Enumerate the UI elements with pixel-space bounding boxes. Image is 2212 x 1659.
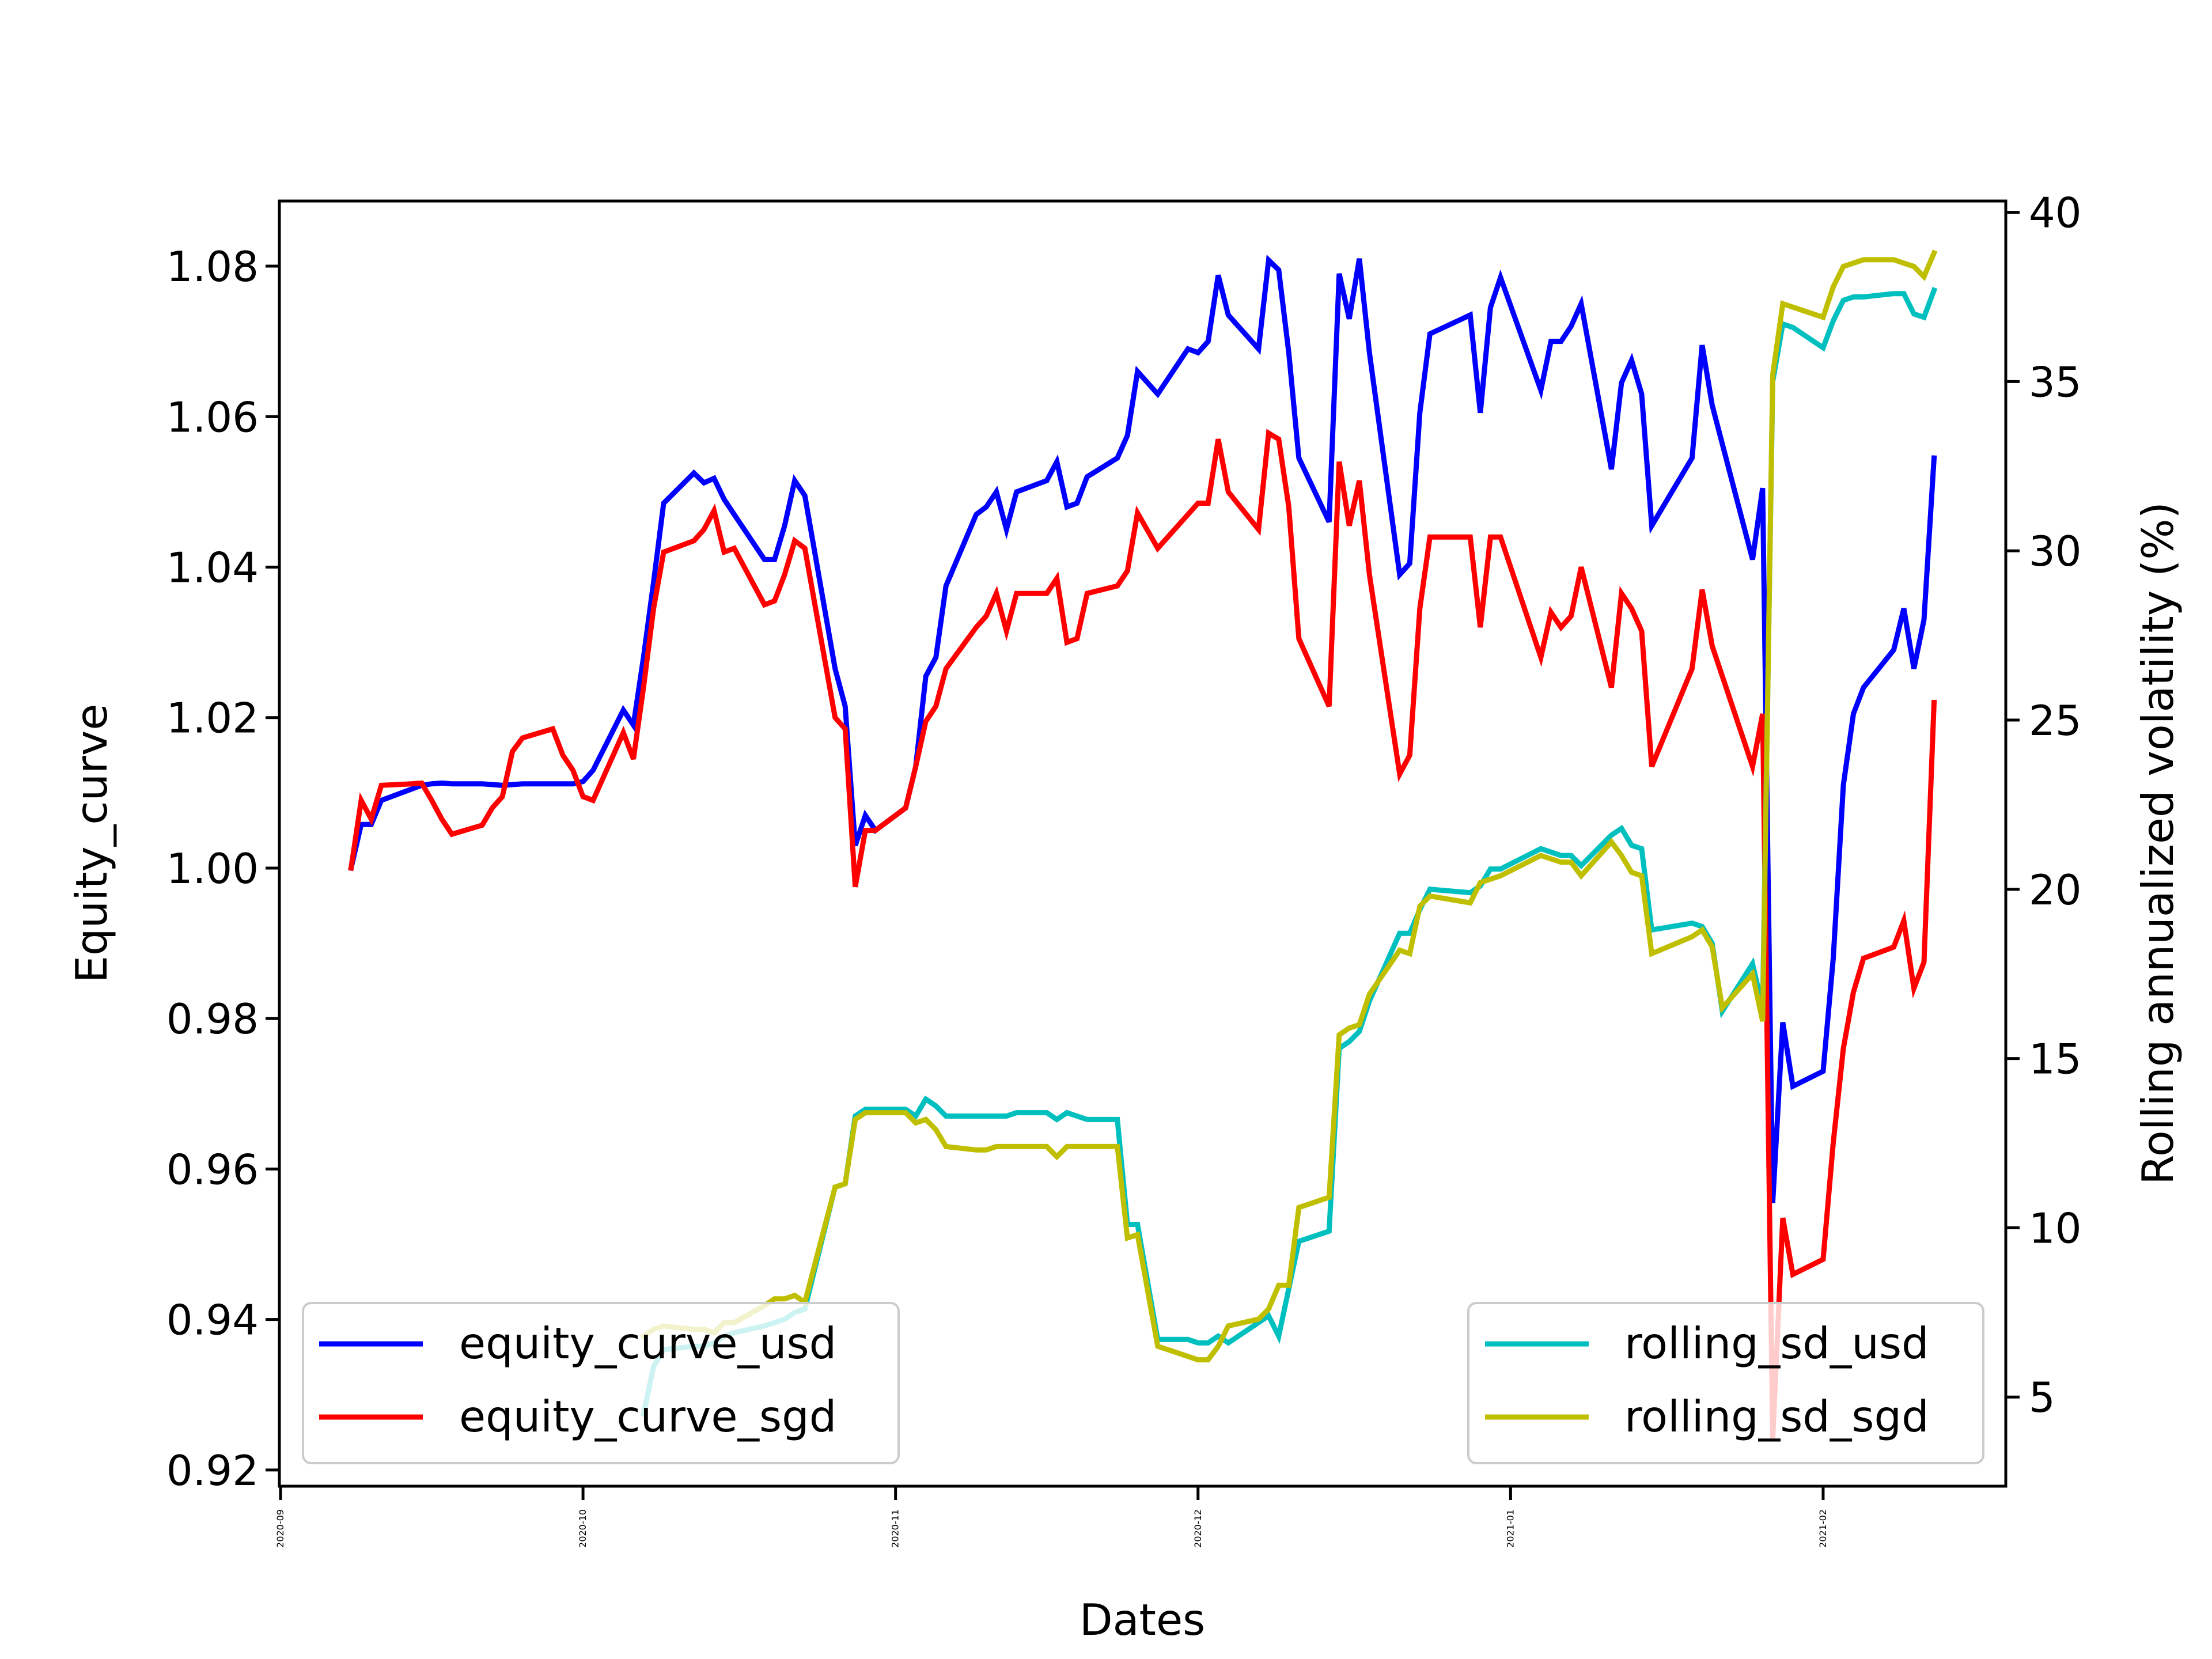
y-tick-label: 0.96 xyxy=(166,1145,259,1194)
y2-tick-label: 5 xyxy=(2029,1373,2055,1422)
legend-left-box xyxy=(302,1302,900,1464)
y-tick-label: 1.00 xyxy=(166,844,259,893)
y-axis-left: 0.92 0.94 0.96 0.98 1.00 1.02 1.04 1.06 1.08 xyxy=(166,243,279,1495)
y-tick-label: 0.92 xyxy=(166,1446,259,1495)
series-layer xyxy=(348,249,1938,1440)
x-axis: 2020-09 2020-10 2020-11 2020-12 2021-01 2021-… xyxy=(275,1486,1828,1548)
plot-frame xyxy=(278,199,2008,1488)
y-tick-label: 0.94 xyxy=(166,1296,259,1344)
legend-label-sd-usd: rolling_sd_usd xyxy=(1624,1318,1929,1369)
y2-tick-label: 25 xyxy=(2029,696,2082,745)
legend-right: rolling_sd_usd rolling_sd_sgd xyxy=(1467,1302,1984,1464)
y2-tick-label: 15 xyxy=(2029,1035,2082,1084)
y-tick-label: 1.02 xyxy=(166,694,259,743)
x-axis-label: Dates xyxy=(1080,1594,1205,1645)
y2-tick-label: 35 xyxy=(2029,358,2082,406)
y2-tick-label: 30 xyxy=(2029,527,2082,575)
series-line-equity-curve-sgd xyxy=(348,429,1937,1440)
x-tick-label: 2021-02 xyxy=(1817,1509,1828,1548)
series-line-rolling-sd-sgd xyxy=(639,249,1938,1363)
y2-tick-label: 40 xyxy=(2029,189,2082,237)
y2-tick-label: 20 xyxy=(2029,866,2082,914)
x-tick-label: 2021-01 xyxy=(1505,1509,1516,1548)
legend-label-equity-usd: equity_curve_usd xyxy=(459,1318,836,1369)
x-tick-label: 2020-10 xyxy=(577,1509,588,1548)
x-tick-label: 2020-09 xyxy=(275,1509,286,1548)
y-tick-label: 1.08 xyxy=(166,243,259,291)
legend-right-box xyxy=(1467,1302,1984,1464)
y-tick-label: 1.06 xyxy=(166,393,259,441)
y-tick-label: 0.98 xyxy=(166,995,259,1043)
x-tick-label: 2020-12 xyxy=(1192,1509,1203,1548)
y-axis-right: 5 10 15 20 25 30 35 40 xyxy=(2006,189,2082,1422)
x-tick-label: 2020-11 xyxy=(890,1509,901,1548)
legend-label-equity-sgd: equity_curve_sgd xyxy=(459,1391,836,1442)
series-line-equity-curve-usd xyxy=(348,254,1937,1203)
legend-label-sd-sgd: rolling_sd_sgd xyxy=(1624,1391,1929,1442)
y-axis-label-left: Equity_curve xyxy=(66,704,117,983)
legend-left: equity_curve_usd equity_curve_sgd xyxy=(302,1302,900,1464)
y-axis-label-right: Rolling annualized volatility (%) xyxy=(2133,502,2183,1185)
y-tick-label: 1.04 xyxy=(166,543,259,592)
y2-tick-label: 10 xyxy=(2029,1204,2082,1252)
